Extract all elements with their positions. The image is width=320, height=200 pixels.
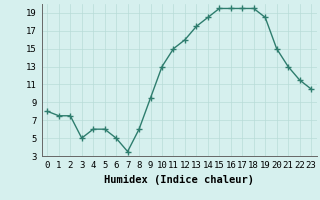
X-axis label: Humidex (Indice chaleur): Humidex (Indice chaleur) xyxy=(104,175,254,185)
